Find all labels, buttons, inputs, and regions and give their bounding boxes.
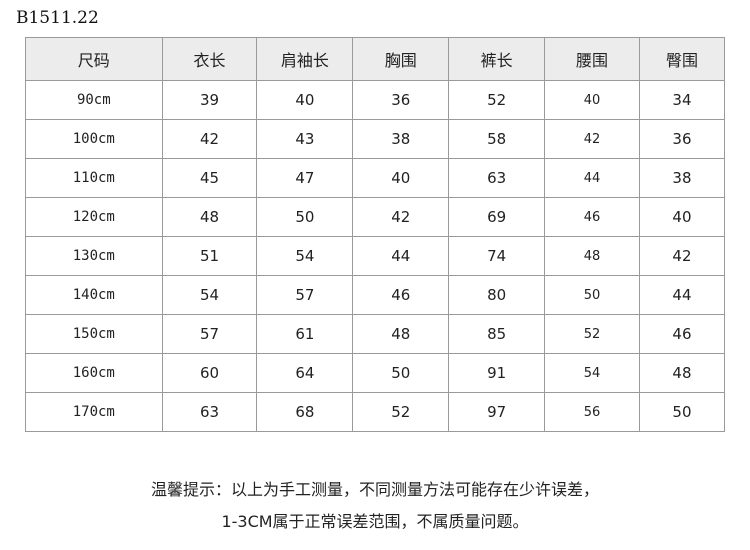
table-cell: 61 (256, 314, 354, 354)
column-header: 衣长 (161, 37, 258, 81)
table-cell: 45 (161, 158, 258, 198)
size-chart-table: 尺码 衣长 肩袖长 胸围 裤长 腰围 臀围 90cm 39 40 36 52 40 34 100cm 42 4… (25, 37, 726, 432)
table-cell: 46 (352, 275, 450, 315)
column-header: 腰围 (544, 37, 640, 81)
table-cell: 90cm (25, 80, 163, 120)
table-row: 110cm 45 47 40 63 44 38 (25, 158, 726, 198)
column-header: 肩袖长 (256, 37, 354, 81)
table-cell: 34 (638, 80, 726, 120)
table-cell: 48 (352, 314, 450, 354)
table-row: 130cm 51 54 44 74 48 42 (25, 236, 726, 276)
table-cell: 56 (544, 392, 640, 432)
note-line-1: 温馨提示：以上为手工测量，不同测量方法可能存在少许误差， (150, 480, 599, 499)
table-cell: 46 (544, 197, 640, 237)
table-cell: 42 (161, 119, 258, 159)
table-cell: 50 (544, 275, 640, 315)
table-cell: 47 (256, 158, 354, 198)
table-cell: 40 (256, 80, 354, 120)
table-cell: 50 (638, 392, 726, 432)
table-cell: 44 (638, 275, 726, 315)
table-cell: 160cm (25, 353, 163, 393)
table-cell: 36 (638, 119, 726, 159)
table-row: 120cm 48 50 42 69 46 40 (25, 197, 726, 237)
table-cell: 57 (256, 275, 354, 315)
table-cell: 52 (544, 314, 640, 354)
table-cell: 43 (256, 119, 354, 159)
table-cell: 110cm (25, 158, 163, 198)
column-header: 裤长 (448, 37, 546, 81)
table-cell: 40 (544, 80, 640, 120)
table-cell: 54 (161, 275, 258, 315)
table-cell: 50 (352, 353, 450, 393)
table-cell: 60 (161, 353, 258, 393)
table-cell: 68 (256, 392, 354, 432)
table-cell: 40 (638, 197, 726, 237)
note-line-2: 1-3CM属于正常误差范围，不属质量问题。 (221, 512, 529, 531)
table-cell: 42 (638, 236, 726, 276)
table-cell: 140cm (25, 275, 163, 315)
table-cell: 120cm (25, 197, 163, 237)
table-cell: 85 (448, 314, 546, 354)
table-cell: 52 (448, 80, 546, 120)
table-cell: 57 (161, 314, 258, 354)
table-cell: 42 (352, 197, 450, 237)
table-cell: 100cm (25, 119, 163, 159)
table-cell: 38 (352, 119, 450, 159)
table-cell: 44 (544, 158, 640, 198)
column-header: 臀围 (638, 37, 726, 81)
table-cell: 54 (544, 353, 640, 393)
table-cell: 51 (161, 236, 258, 276)
table-cell: 48 (638, 353, 726, 393)
table-cell: 69 (448, 197, 546, 237)
table-cell: 50 (256, 197, 354, 237)
table-cell: 130cm (25, 236, 163, 276)
table-row: 100cm 42 43 38 58 42 36 (25, 119, 726, 159)
table-cell: 80 (448, 275, 546, 315)
table-row: 150cm 57 61 48 85 52 46 (25, 314, 726, 354)
table-cell: 39 (161, 80, 258, 120)
table-row: 160cm 60 64 50 91 54 48 (25, 353, 726, 393)
table-cell: 46 (638, 314, 726, 354)
table-cell: 97 (448, 392, 546, 432)
table-row: 170cm 63 68 52 97 56 50 (25, 392, 726, 432)
table-cell: 170cm (25, 392, 163, 432)
table-cell: 40 (352, 158, 450, 198)
table-cell: 48 (161, 197, 258, 237)
table-cell: 48 (544, 236, 640, 276)
table-cell: 36 (352, 80, 450, 120)
table-row: 140cm 54 57 46 80 50 44 (25, 275, 726, 315)
table-cell: 63 (448, 158, 546, 198)
header-row: 尺码 衣长 肩袖长 胸围 裤长 腰围 臀围 (25, 37, 726, 81)
table-cell: 54 (256, 236, 354, 276)
table-row: 90cm 39 40 36 52 40 34 (25, 80, 726, 120)
column-header: 胸围 (352, 37, 450, 81)
table-cell: 64 (256, 353, 354, 393)
table-cell: 91 (448, 353, 546, 393)
table-cell: 38 (638, 158, 726, 198)
table-cell: 42 (544, 119, 640, 159)
table-cell: 74 (448, 236, 546, 276)
table-cell: 63 (161, 392, 258, 432)
table-cell: 44 (352, 236, 450, 276)
column-header: 尺码 (25, 37, 163, 81)
product-code: B1511.22 (16, 8, 99, 28)
table-cell: 52 (352, 392, 450, 432)
table-cell: 58 (448, 119, 546, 159)
table-cell: 150cm (25, 314, 163, 354)
